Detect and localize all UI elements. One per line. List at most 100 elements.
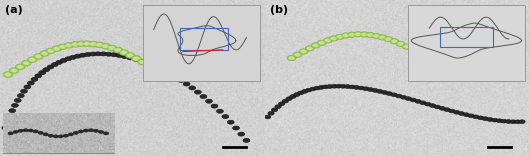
Circle shape xyxy=(29,58,36,61)
Circle shape xyxy=(425,102,431,106)
Circle shape xyxy=(396,41,405,46)
Circle shape xyxy=(9,109,16,113)
Circle shape xyxy=(75,54,82,58)
Circle shape xyxy=(96,43,103,47)
Circle shape xyxy=(102,44,109,48)
Circle shape xyxy=(68,133,74,136)
Circle shape xyxy=(127,56,134,60)
Circle shape xyxy=(95,52,102,56)
Circle shape xyxy=(145,64,152,67)
Circle shape xyxy=(463,113,470,117)
Circle shape xyxy=(264,115,271,119)
Circle shape xyxy=(11,69,17,73)
Circle shape xyxy=(377,90,383,93)
Circle shape xyxy=(367,88,374,91)
Circle shape xyxy=(306,88,312,92)
Circle shape xyxy=(189,86,196,90)
Circle shape xyxy=(144,63,153,68)
Circle shape xyxy=(335,84,342,88)
Circle shape xyxy=(99,130,104,133)
Circle shape xyxy=(95,42,104,48)
Circle shape xyxy=(288,56,295,60)
Circle shape xyxy=(14,98,21,102)
Circle shape xyxy=(133,57,139,60)
Circle shape xyxy=(47,65,54,69)
Circle shape xyxy=(317,40,326,45)
Circle shape xyxy=(398,42,403,46)
Circle shape xyxy=(72,42,78,46)
Circle shape xyxy=(367,33,373,37)
Circle shape xyxy=(360,32,369,37)
Circle shape xyxy=(83,41,92,46)
Circle shape xyxy=(178,78,184,82)
Circle shape xyxy=(90,42,96,46)
Circle shape xyxy=(115,48,121,52)
Circle shape xyxy=(39,71,46,75)
Circle shape xyxy=(60,45,66,49)
Circle shape xyxy=(429,104,436,107)
Circle shape xyxy=(125,53,135,58)
Bar xyxy=(408,5,525,81)
Circle shape xyxy=(382,91,388,94)
Circle shape xyxy=(373,34,379,38)
Circle shape xyxy=(354,32,363,37)
Circle shape xyxy=(149,63,156,67)
Bar xyxy=(143,5,260,81)
Circle shape xyxy=(109,46,115,50)
Circle shape xyxy=(271,108,278,112)
Circle shape xyxy=(200,95,207,99)
Circle shape xyxy=(28,57,37,62)
Circle shape xyxy=(290,95,296,98)
Circle shape xyxy=(211,104,218,108)
Circle shape xyxy=(295,53,301,56)
Circle shape xyxy=(116,54,123,58)
Circle shape xyxy=(354,85,360,89)
Circle shape xyxy=(496,119,502,123)
Circle shape xyxy=(119,50,129,55)
Circle shape xyxy=(379,36,385,39)
Circle shape xyxy=(89,41,98,47)
Circle shape xyxy=(439,106,445,110)
Circle shape xyxy=(83,129,89,132)
Circle shape xyxy=(420,101,426,105)
Circle shape xyxy=(366,32,375,38)
Circle shape xyxy=(372,89,378,92)
Circle shape xyxy=(361,33,367,36)
Circle shape xyxy=(2,126,8,130)
Circle shape xyxy=(458,112,465,115)
Circle shape xyxy=(56,60,63,64)
Circle shape xyxy=(325,39,331,42)
Circle shape xyxy=(331,84,338,88)
Circle shape xyxy=(434,105,440,109)
Circle shape xyxy=(34,54,43,59)
Circle shape xyxy=(482,117,489,121)
Circle shape xyxy=(233,126,240,130)
Circle shape xyxy=(46,48,56,54)
Circle shape xyxy=(132,57,139,61)
Circle shape xyxy=(454,110,460,114)
Circle shape xyxy=(137,59,147,65)
Circle shape xyxy=(282,99,288,103)
Circle shape xyxy=(349,33,355,36)
Circle shape xyxy=(54,47,60,50)
Circle shape xyxy=(161,69,167,73)
Circle shape xyxy=(314,86,320,90)
Circle shape xyxy=(243,138,250,142)
Circle shape xyxy=(58,135,64,138)
Circle shape xyxy=(384,37,393,42)
Circle shape xyxy=(18,129,23,132)
Circle shape xyxy=(80,53,86,57)
Circle shape xyxy=(183,82,190,86)
Circle shape xyxy=(468,114,474,118)
Circle shape xyxy=(294,93,300,96)
Circle shape xyxy=(238,132,245,136)
Circle shape xyxy=(478,116,484,120)
Circle shape xyxy=(363,87,369,91)
Circle shape xyxy=(84,52,91,56)
Circle shape xyxy=(13,130,18,133)
Circle shape xyxy=(348,32,357,37)
Circle shape xyxy=(84,42,91,46)
Circle shape xyxy=(15,64,25,70)
Circle shape xyxy=(28,81,34,85)
Circle shape xyxy=(313,44,319,47)
